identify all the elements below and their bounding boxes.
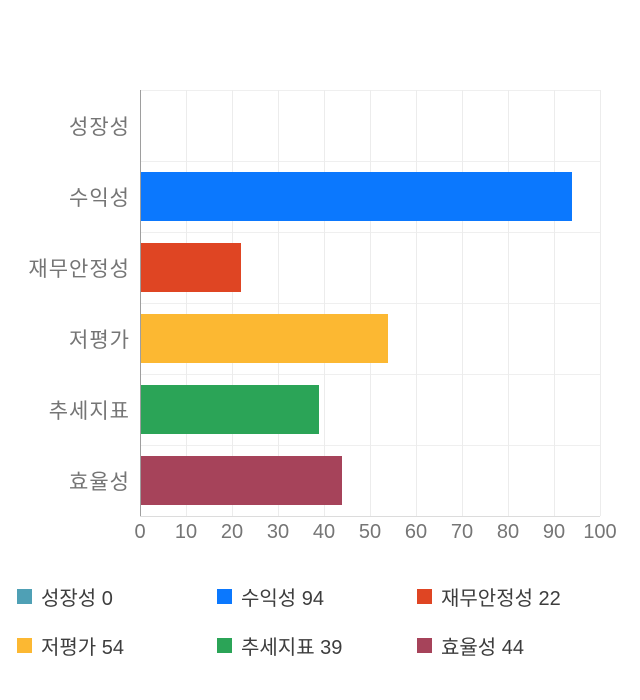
legend-swatch-icon: [17, 637, 32, 653]
bar-추세지표[interactable]: [140, 385, 320, 434]
value-axis-line: [140, 90, 141, 516]
gridline: [600, 90, 601, 516]
bar-효율성[interactable]: [140, 456, 343, 505]
x-tick-label: 50: [358, 521, 382, 543]
x-tick-label: 100: [583, 521, 617, 543]
legend-label: 수익성 94: [241, 587, 325, 610]
category-label-수익성: 수익성: [69, 186, 130, 210]
category-label-효율성: 효율성: [69, 470, 130, 494]
x-tick-label: 60: [404, 521, 428, 543]
legend-label: 성장성 0: [41, 587, 113, 610]
plot-area: [140, 90, 601, 517]
legend-swatch-icon: [417, 588, 432, 604]
gridline: [370, 90, 371, 516]
gridline: [324, 90, 325, 516]
x-axis: 0 10 20 30 40 50 60 70 80 90 100: [134, 521, 616, 545]
category-label-추세지표: 추세지표: [48, 399, 130, 423]
x-tick-label: 70: [450, 521, 474, 543]
legend: 성장성 0 수익성 94 재무안정성 22 저평가 54 추세지표 39 효율성 44: [17, 585, 617, 659]
x-tick-label: 40: [312, 521, 336, 543]
bar-재무안정성[interactable]: [140, 243, 242, 292]
gridline: [278, 90, 279, 516]
legend-item-저평가[interactable]: 저평가 54: [17, 634, 217, 659]
legend-swatch-icon: [417, 637, 432, 653]
x-tick-label: 0: [134, 521, 146, 543]
legend-label: 효율성 44: [441, 636, 525, 659]
legend-item-재무안정성[interactable]: 재무안정성 22: [417, 585, 617, 610]
x-tick-label: 10: [174, 521, 198, 543]
legend-item-수익성[interactable]: 수익성 94: [217, 585, 417, 610]
x-tick-label: 20: [220, 521, 244, 543]
bar-수익성[interactable]: [140, 172, 573, 221]
gridline: [508, 90, 509, 516]
legend-item-추세지표[interactable]: 추세지표 39: [217, 634, 417, 659]
legend-swatch-icon: [17, 588, 32, 604]
gridline: [462, 90, 463, 516]
legend-item-효율성[interactable]: 효율성 44: [417, 634, 617, 659]
legend-label: 저평가 54: [41, 636, 125, 659]
gridline: [554, 90, 555, 516]
legend-swatch-icon: [217, 637, 232, 653]
x-tick-label: 80: [496, 521, 520, 543]
gridline: [416, 90, 417, 516]
gridline: [186, 90, 187, 516]
x-tick-label: 90: [542, 521, 566, 543]
legend-label: 추세지표 39: [241, 636, 343, 659]
category-label-성장성: 성장성: [69, 115, 130, 139]
legend-swatch-icon: [217, 588, 232, 604]
gridline: [232, 90, 233, 516]
bar-저평가[interactable]: [140, 314, 389, 363]
legend-item-성장성[interactable]: 성장성 0: [17, 585, 217, 610]
x-tick-label: 30: [266, 521, 290, 543]
category-label-재무안정성: 재무안정성: [28, 257, 130, 281]
x-axis-baseline: [140, 516, 600, 517]
category-label-저평가: 저평가: [69, 328, 130, 352]
legend-label: 재무안정성 22: [441, 587, 561, 610]
